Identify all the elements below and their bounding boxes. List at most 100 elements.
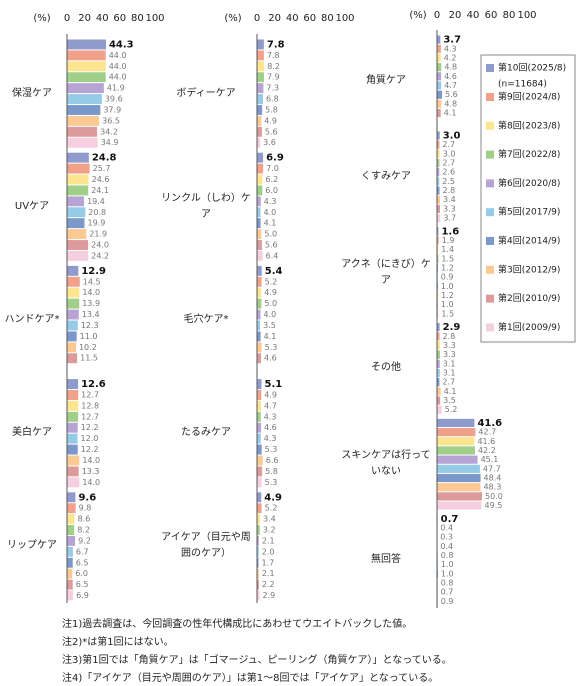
data-label: 41.9 bbox=[107, 84, 125, 93]
bar bbox=[67, 196, 85, 207]
data-label: 25.7 bbox=[93, 164, 111, 173]
bar bbox=[437, 405, 442, 414]
bar bbox=[257, 390, 262, 400]
data-label: 4.6 bbox=[444, 72, 457, 81]
data-label: 1.6 bbox=[441, 226, 459, 237]
bar bbox=[257, 185, 263, 196]
legend-label: 第8回(2023/8) bbox=[498, 119, 560, 131]
bar bbox=[67, 411, 79, 422]
category-label: たるみケア bbox=[181, 427, 231, 439]
data-label: 44.0 bbox=[109, 73, 127, 82]
x-tick-label: 20 bbox=[268, 13, 281, 24]
legend-label: 第9回(2024/8) bbox=[498, 91, 560, 103]
data-label: 4.3 bbox=[264, 197, 277, 206]
bar bbox=[437, 332, 440, 341]
data-label: 4.3 bbox=[264, 412, 277, 421]
bar bbox=[67, 557, 73, 568]
bar bbox=[67, 400, 79, 411]
category-label: アイケア（目元や周囲のケア） bbox=[161, 532, 251, 560]
bar bbox=[67, 390, 79, 400]
data-label: 7.3 bbox=[266, 84, 279, 93]
bar bbox=[67, 50, 106, 61]
bar bbox=[257, 50, 264, 61]
bar bbox=[257, 218, 261, 229]
data-label: 45.1 bbox=[481, 455, 499, 464]
data-label: 0.7 bbox=[441, 588, 454, 597]
data-label: 4.7 bbox=[444, 81, 457, 90]
x-tick-label: 0 bbox=[434, 10, 440, 21]
data-label: 37.9 bbox=[103, 105, 121, 114]
data-label: 3.7 bbox=[443, 35, 461, 46]
bar bbox=[257, 557, 259, 568]
legend-box bbox=[480, 54, 576, 343]
bar bbox=[257, 379, 262, 390]
data-label: 41.6 bbox=[477, 437, 495, 446]
data-label: 19.9 bbox=[88, 219, 106, 228]
x-tick-label: 0 bbox=[254, 13, 260, 24]
legend-sample-size: (n=11684) bbox=[498, 80, 547, 90]
bar bbox=[257, 309, 261, 320]
data-label: 14.0 bbox=[82, 288, 100, 297]
bar bbox=[257, 353, 262, 364]
bar bbox=[437, 254, 439, 263]
data-label: 1.0 bbox=[441, 560, 454, 569]
bar bbox=[437, 245, 439, 254]
bar bbox=[257, 287, 262, 298]
data-label: 6.4 bbox=[266, 251, 279, 260]
data-label: 7.0 bbox=[266, 164, 279, 173]
data-label: 12.2 bbox=[81, 445, 99, 454]
category-label: 保湿ケア bbox=[12, 87, 52, 99]
data-label: 48.3 bbox=[483, 483, 501, 492]
legend-swatch bbox=[486, 121, 494, 130]
category-label: 角質ケア bbox=[366, 74, 406, 86]
data-label: 3.7 bbox=[443, 214, 456, 223]
bar bbox=[67, 342, 76, 353]
data-label: 21.9 bbox=[89, 230, 107, 239]
data-label: 14.0 bbox=[82, 478, 100, 487]
data-label: 4.3 bbox=[444, 44, 457, 53]
bar bbox=[67, 455, 80, 466]
data-label: 5.2 bbox=[445, 405, 458, 414]
bar bbox=[257, 590, 260, 601]
data-label: 5.3 bbox=[265, 478, 278, 487]
data-label: 44.3 bbox=[109, 39, 134, 50]
data-label: 4.0 bbox=[264, 310, 277, 319]
legend: 第10回(2025/8) (n=11684)第9回(2024/8) 第8回(2023… bbox=[480, 54, 576, 343]
category-label: UVケア bbox=[14, 200, 50, 212]
data-label: 6.9 bbox=[76, 591, 89, 600]
data-label: 0.3 bbox=[440, 533, 453, 542]
legend-swatch bbox=[486, 93, 494, 101]
data-label: 1.2 bbox=[441, 291, 454, 300]
x-tick-label: 100 bbox=[517, 10, 536, 21]
data-label: 1.9 bbox=[442, 236, 455, 245]
x-tick-label: 20 bbox=[78, 13, 91, 24]
bar bbox=[67, 568, 73, 579]
bar bbox=[67, 525, 75, 535]
data-label: 5.8 bbox=[265, 105, 278, 114]
data-label: 3.5 bbox=[443, 396, 456, 405]
bar bbox=[257, 492, 262, 503]
bar bbox=[67, 240, 89, 250]
data-label: 19.4 bbox=[87, 197, 105, 206]
bar bbox=[437, 227, 439, 236]
bar bbox=[67, 250, 89, 261]
legend-swatch bbox=[486, 323, 494, 332]
bar bbox=[257, 546, 259, 557]
unit-label: (%) bbox=[33, 13, 50, 24]
x-tick-label: 40 bbox=[286, 13, 299, 24]
data-label: 8.6 bbox=[78, 515, 91, 524]
data-label: 5.6 bbox=[265, 127, 278, 136]
footnote: 注1)過去調査は、今回調査の性年代構成比にあわせてウエイトバックした値。 bbox=[62, 619, 413, 630]
data-label: 0.8 bbox=[441, 551, 454, 560]
bar bbox=[437, 204, 440, 213]
data-label: 5.0 bbox=[264, 230, 277, 239]
bar bbox=[257, 174, 263, 185]
bar bbox=[67, 422, 78, 433]
data-label: 7.8 bbox=[267, 51, 280, 60]
bar bbox=[437, 99, 442, 108]
data-label: 3.6 bbox=[263, 138, 276, 147]
bar bbox=[257, 163, 264, 174]
data-label: 5.2 bbox=[265, 504, 278, 513]
bar bbox=[67, 61, 106, 72]
